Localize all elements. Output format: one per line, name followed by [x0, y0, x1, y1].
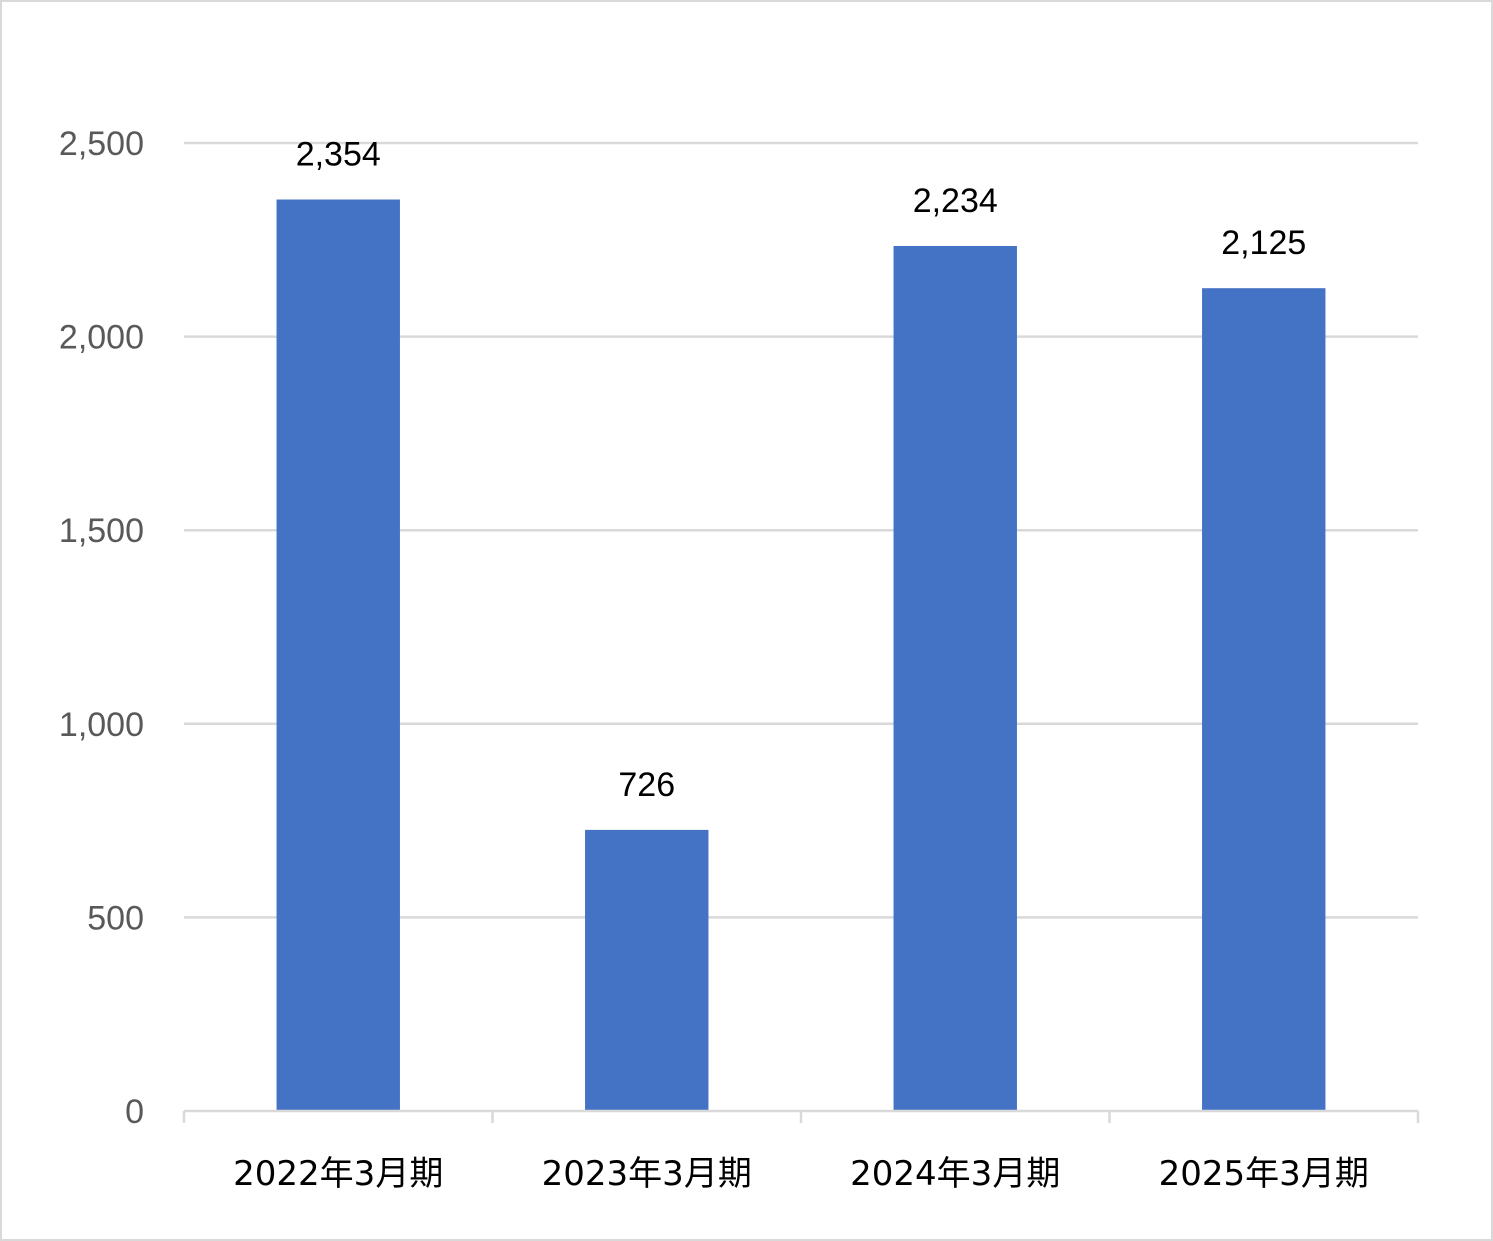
data-label: 2,125: [1221, 224, 1306, 262]
data-label: 2,234: [913, 182, 998, 220]
y-tick-label: 2,500: [59, 125, 144, 163]
x-axis-tick-labels: 2022年3月期 2023年3月期 2024年3月期 2025年3月期: [233, 1154, 1369, 1194]
y-tick-label: 0: [125, 1093, 144, 1131]
y-tick-label: 2,000: [59, 319, 144, 357]
y-tick-label: 500: [87, 899, 144, 937]
y-tick-label: 1,000: [59, 706, 144, 744]
x-axis: [182, 1109, 1420, 1123]
x-tick-label: 2025年3月期: [1159, 1154, 1369, 1194]
x-tick-label: 2023年3月期: [542, 1154, 752, 1194]
data-labels: 2,354 726 2,234 2,125: [296, 136, 1307, 804]
y-axis-tick-labels: 0 500 1,000 1,500 2,000 2,500: [59, 125, 144, 1131]
bar: [585, 829, 709, 1111]
data-label: 2,354: [296, 136, 381, 174]
bar: [893, 245, 1017, 1112]
x-tick-label: 2022年3月期: [233, 1154, 443, 1194]
bar: [1202, 288, 1326, 1111]
bars: [276, 199, 1326, 1112]
data-label: 726: [618, 766, 675, 804]
x-tick-label: 2024年3月期: [850, 1154, 1060, 1194]
bar: [276, 199, 400, 1112]
y-tick-label: 1,500: [59, 512, 144, 550]
